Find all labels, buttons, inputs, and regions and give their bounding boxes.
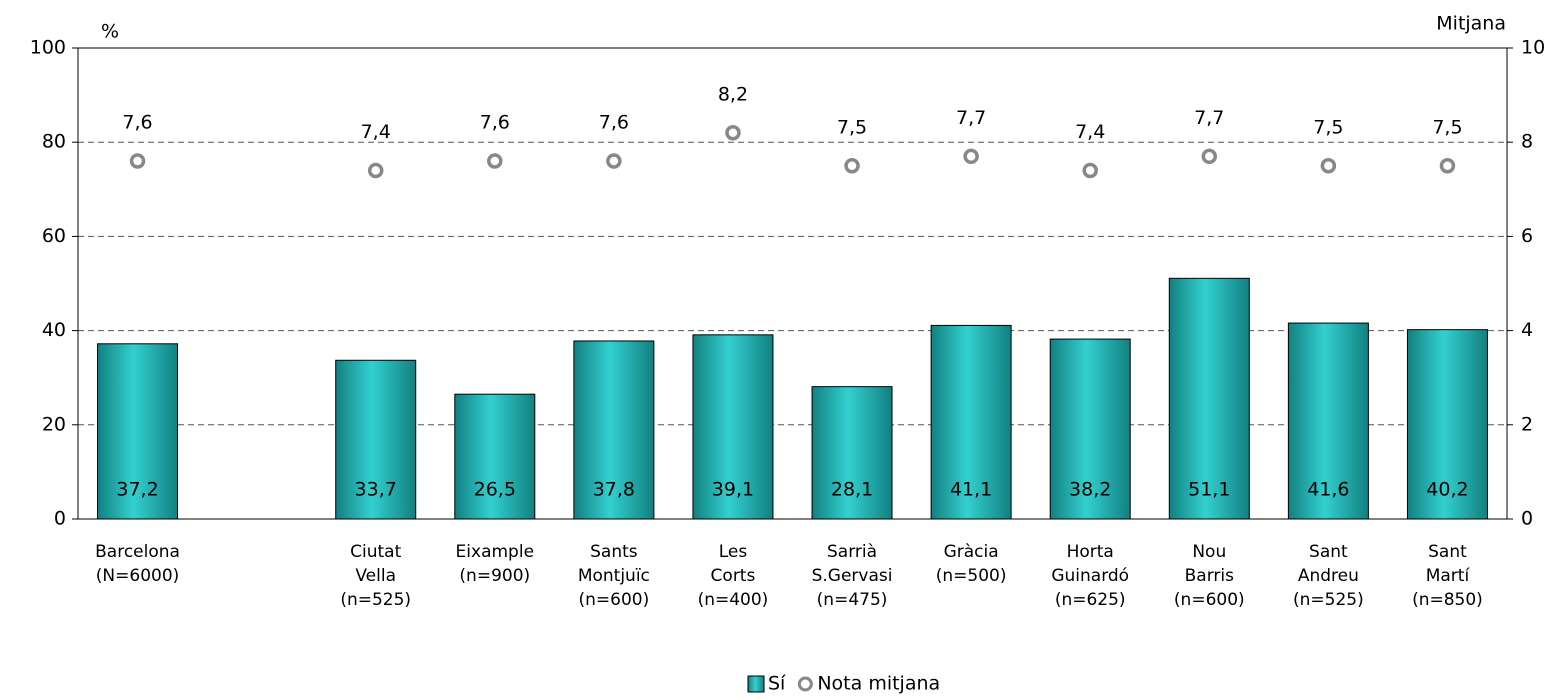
data-label: 38,2 xyxy=(1069,479,1111,501)
x-tick-label: Sarrià S.Gervasi (n=475) xyxy=(812,542,893,610)
bar xyxy=(692,334,774,520)
data-label: 7,6 xyxy=(480,112,510,134)
x-tick-label: Sant Andreu (n=525) xyxy=(1293,542,1364,610)
data-label: 33,7 xyxy=(355,479,397,501)
bar xyxy=(811,386,893,520)
data-label: 7,6 xyxy=(599,112,629,134)
data-label: 41,1 xyxy=(950,479,992,501)
legend-label: Nota mitjana xyxy=(817,673,940,695)
y-tick-label: 20 xyxy=(42,413,66,435)
y-tick-label: 0 xyxy=(54,508,66,530)
data-label: 28,1 xyxy=(831,479,873,501)
data-label: 7,7 xyxy=(956,107,986,129)
y-tick-label: 80 xyxy=(42,131,66,153)
legend-swatch xyxy=(797,676,813,692)
bar xyxy=(1168,277,1250,520)
x-tick-label: Gràcia (n=500) xyxy=(936,542,1007,586)
marker xyxy=(1082,162,1098,179)
x-tick-label: Les Corts (n=400) xyxy=(698,542,769,610)
data-label: 41,6 xyxy=(1307,479,1349,501)
bar xyxy=(97,343,179,520)
marker xyxy=(1439,158,1456,174)
marker xyxy=(606,153,622,169)
y-axis-label: % xyxy=(101,21,119,43)
marker xyxy=(725,125,741,141)
x-tick-label: Sants Montjuïc (n=600) xyxy=(578,542,650,610)
data-label: 7,4 xyxy=(361,121,391,143)
x-tick-label: Horta Guinardó (n=625) xyxy=(1051,542,1129,610)
y-tick-label: 60 xyxy=(42,225,66,247)
data-label: 39,1 xyxy=(712,479,754,501)
marker xyxy=(1320,158,1337,174)
y2-tick-label: 2 xyxy=(1521,413,1533,435)
marker xyxy=(844,158,860,174)
data-label: 7,5 xyxy=(1313,116,1343,138)
legend-label: Sí xyxy=(768,673,786,695)
x-tick-label: Sant Martí (n=850) xyxy=(1412,542,1483,610)
marker xyxy=(129,153,146,169)
data-label: 26,5 xyxy=(474,479,516,501)
y2-tick-label: 4 xyxy=(1521,319,1533,341)
x-tick-label: Nou Barris (n=600) xyxy=(1174,542,1245,610)
data-label: 7,5 xyxy=(1432,116,1462,138)
x-tick-label: Eixample (n=900) xyxy=(456,542,534,586)
bar xyxy=(1406,329,1488,520)
bar xyxy=(335,359,417,520)
y-tick-label: 40 xyxy=(42,319,66,341)
marker xyxy=(963,148,979,165)
y2-tick-label: 6 xyxy=(1521,225,1533,247)
bar xyxy=(1287,322,1369,520)
x-tick-label: Barcelona (N=6000) xyxy=(95,542,180,586)
bar xyxy=(930,324,1012,520)
y2-tick-label: 10 xyxy=(1521,37,1545,59)
data-label: 51,1 xyxy=(1188,479,1230,501)
y2-axis-label: Mitjana xyxy=(1436,13,1506,35)
data-label: 7,5 xyxy=(837,116,867,138)
marker xyxy=(487,153,503,169)
data-label: 7,6 xyxy=(122,112,152,134)
marker xyxy=(367,162,384,179)
data-label: 37,2 xyxy=(116,479,158,501)
bar xyxy=(454,393,536,520)
y2-tick-label: 8 xyxy=(1521,131,1533,153)
data-label: 7,7 xyxy=(1194,107,1224,129)
marker xyxy=(1201,148,1218,165)
x-tick-label: Ciutat Vella (n=525) xyxy=(340,542,411,610)
data-label: 7,4 xyxy=(1075,121,1105,143)
data-label: 40,2 xyxy=(1426,479,1468,501)
bar xyxy=(573,340,655,520)
data-label: 37,8 xyxy=(593,479,635,501)
data-label: 8,2 xyxy=(718,83,748,105)
legend-swatch xyxy=(747,675,765,693)
y2-tick-label: 0 xyxy=(1521,508,1533,530)
y-tick-label: 100 xyxy=(30,37,66,59)
bar xyxy=(1049,338,1131,520)
